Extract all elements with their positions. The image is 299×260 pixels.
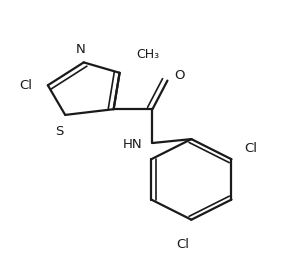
Text: O: O <box>174 69 185 82</box>
Text: S: S <box>55 125 63 138</box>
Text: Cl: Cl <box>245 142 258 155</box>
Text: HN: HN <box>123 138 143 151</box>
Text: CH₃: CH₃ <box>136 48 159 61</box>
Text: Cl: Cl <box>19 79 32 92</box>
Text: Cl: Cl <box>176 238 189 251</box>
Text: N: N <box>75 43 85 56</box>
